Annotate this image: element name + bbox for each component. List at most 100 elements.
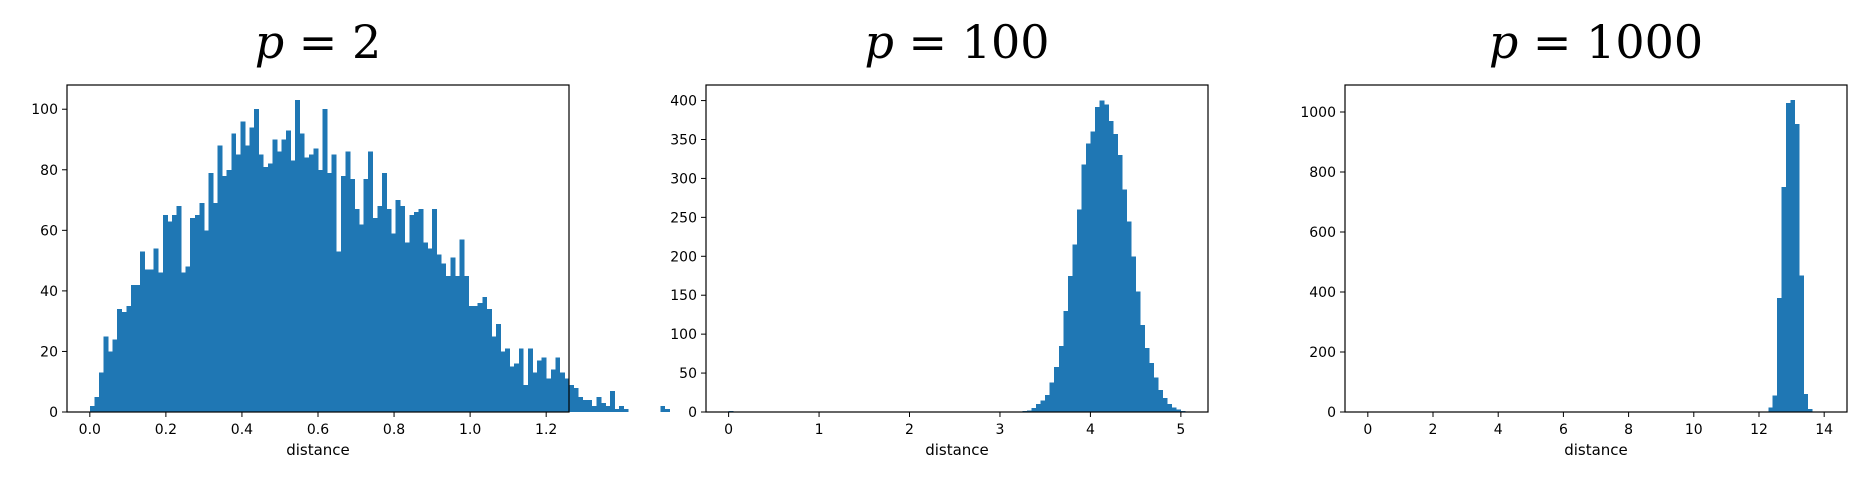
histogram-panel-1: 0.0 0.2 0.4 0.6 0.8 1.0 1.2 0 20 40 60 80 100 distanc…	[31, 15, 670, 459]
histogram-bar	[276, 151, 282, 413]
title-variable: p	[1489, 15, 1518, 69]
histogram-bar	[1031, 408, 1037, 412]
y-tick-label: 200	[670, 249, 697, 265]
histogram-bar	[1081, 164, 1087, 412]
histogram-bar	[664, 408, 670, 412]
histogram-bar	[135, 284, 141, 412]
histogram-bar	[231, 133, 237, 412]
histogram-bar	[1045, 394, 1051, 412]
histogram-bar	[1162, 397, 1168, 412]
histogram-panel-2: 0 1 2 3 4 5050100150200250300350400distancep …	[670, 15, 1209, 459]
histogram-bar	[290, 160, 296, 412]
x-tick-label: 6	[1559, 422, 1568, 438]
histogram-bar	[144, 269, 150, 412]
x-axis-label: distance	[286, 441, 350, 459]
x-tick-label: 0.8	[383, 422, 405, 438]
histogram-bar	[359, 224, 364, 412]
histogram-bar	[318, 169, 323, 412]
y-tick-label: 200	[1309, 345, 1336, 361]
histogram-bar	[354, 209, 360, 412]
histogram-bar	[286, 130, 291, 413]
histogram-bar	[518, 348, 524, 412]
histogram-bar	[345, 151, 351, 413]
histogram-bar	[158, 272, 164, 412]
x-tick-label: 0.6	[307, 422, 329, 438]
histogram-bar	[600, 402, 606, 412]
histogram-bar	[162, 215, 168, 412]
y-tick-label: 80	[40, 163, 58, 179]
x-tick-label: 0.4	[231, 422, 253, 438]
histogram-bar	[486, 309, 492, 412]
histogram-bar	[1113, 134, 1118, 413]
histogram-bar	[1067, 275, 1073, 412]
histogram-bar	[1149, 362, 1155, 412]
histogram-bar	[500, 351, 506, 412]
x-tick-label: 0.2	[155, 422, 177, 438]
y-tick-label: 0	[49, 405, 58, 421]
histogram-bars	[1367, 100, 1813, 412]
x-tick-label: 0	[1363, 422, 1372, 438]
histogram-bar	[181, 272, 186, 412]
y-tick-label: 20	[40, 344, 58, 360]
histogram-bar	[404, 242, 410, 412]
histogram-bar	[112, 339, 118, 412]
histogram-bar	[322, 109, 328, 412]
y-tick-label: 0	[688, 405, 697, 421]
histogram-bar	[1131, 256, 1136, 412]
histogram-bar	[391, 233, 396, 412]
histogram-bar	[381, 172, 387, 412]
histogram-bar	[454, 275, 460, 412]
histogram-bar	[226, 169, 232, 412]
histogram-bar	[477, 303, 483, 412]
y-tick-label: 600	[1309, 225, 1336, 241]
x-tick-label: 8	[1624, 422, 1633, 438]
histogram-bar	[386, 209, 392, 412]
histogram-bar	[281, 139, 287, 412]
histogram-bar	[468, 306, 474, 412]
y-tick-label: 250	[670, 210, 697, 226]
histogram-bar	[514, 363, 520, 412]
histogram-bar	[217, 145, 223, 412]
histogram-bar	[1122, 189, 1127, 412]
histogram-bar	[171, 215, 177, 412]
histogram-bar	[582, 399, 588, 412]
histogram-bar	[331, 154, 337, 412]
histogram-bar	[203, 230, 209, 412]
histogram-bar	[117, 309, 123, 412]
histogram-bar	[550, 369, 556, 412]
histogram-bar	[1140, 324, 1146, 412]
histogram-bar	[1171, 407, 1177, 412]
histogram-bar	[610, 390, 615, 412]
histogram-bar	[89, 405, 95, 412]
histogram-bar	[573, 387, 579, 412]
y-tick-label: 300	[670, 171, 697, 187]
histogram-bar	[1036, 404, 1042, 412]
histogram-bar	[441, 263, 447, 412]
histogram-bar	[272, 139, 278, 412]
histogram-bar	[1085, 143, 1091, 412]
histogram-bar	[199, 203, 205, 412]
histogram-bar	[1781, 187, 1787, 412]
x-tick-label: 0	[724, 422, 733, 438]
y-tick-label: 350	[670, 133, 697, 149]
histogram-bar	[368, 151, 374, 413]
histogram-bar	[1054, 366, 1060, 412]
histogram-bar	[1099, 100, 1105, 412]
histogram-bar	[194, 215, 200, 412]
histogram-bar	[1167, 404, 1173, 412]
histogram-bars	[89, 100, 670, 413]
x-tick-label: 4	[1494, 422, 1503, 438]
histogram-bar	[254, 109, 260, 412]
histogram-bar	[578, 396, 584, 412]
histogram-bar	[153, 248, 159, 412]
histogram-bar	[436, 254, 442, 412]
histogram-bar	[619, 405, 625, 412]
histogram-bar	[185, 266, 191, 412]
x-tick-label: 10	[1685, 422, 1703, 438]
histogram-bar	[445, 275, 451, 412]
y-tick-label: 40	[40, 284, 58, 300]
histogram-bar	[605, 405, 611, 412]
histogram-bar	[1768, 407, 1774, 412]
panel-title: p = 100	[864, 15, 1049, 69]
histogram-bar	[546, 378, 552, 412]
